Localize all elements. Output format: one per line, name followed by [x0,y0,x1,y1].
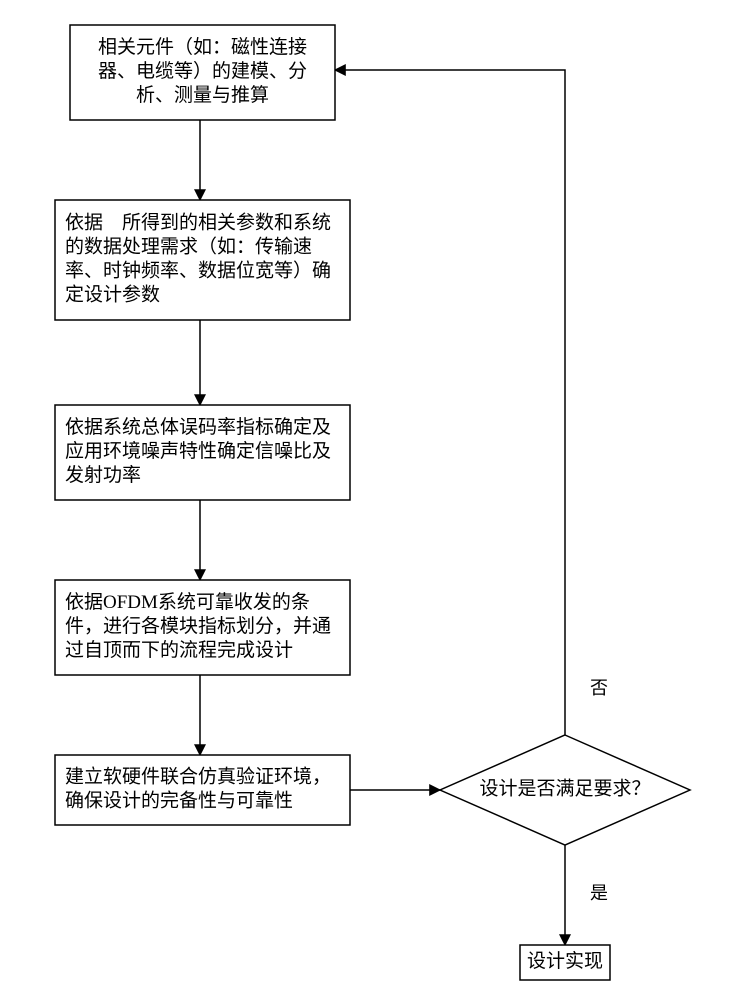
box-text: 件，进行各模块指标划分，并通 [65,615,331,637]
box-text: 析、测量与推算 [136,84,269,106]
edge-label: 否 [590,678,608,698]
box-text: 确保设计的完备性与可靠性 [65,789,293,811]
box-text: 器、电缆等）的建模、分 [98,60,307,82]
box-text: 建立软硬件联合仿真验证环境， [65,765,331,787]
box-text: 依据OFDM系统可靠收发的条 [65,591,310,613]
box-text: 依据系统总体误码率指标确定及 [65,416,331,438]
box-text: 过自顶而下的流程完成设计 [65,639,293,661]
edge-label: 是 [590,883,608,903]
box-text: 应用环境噪声特性确定信噪比及 [65,440,331,462]
box-text: 率、时钟频率、数据位宽等）确 [65,259,331,281]
box-text: 定设计参数 [65,283,160,305]
box-text: 发射功率 [65,464,141,486]
box-text: 的数据处理需求（如：传输速 [65,235,312,257]
flowchart: 是 否 相关元件（如：磁性连接器、电缆等）的建模、分析、测量与推算依据 所得到的相关… [0,0,750,1000]
box-text: 相关元件（如：磁性连接 [98,36,307,58]
diamond-text: 设计是否满足要求？ [479,777,650,799]
box-text: 依据 所得到的相关参数和系统 [65,211,331,233]
flow-edge [335,70,565,735]
box-text: 设计实现 [527,950,603,972]
